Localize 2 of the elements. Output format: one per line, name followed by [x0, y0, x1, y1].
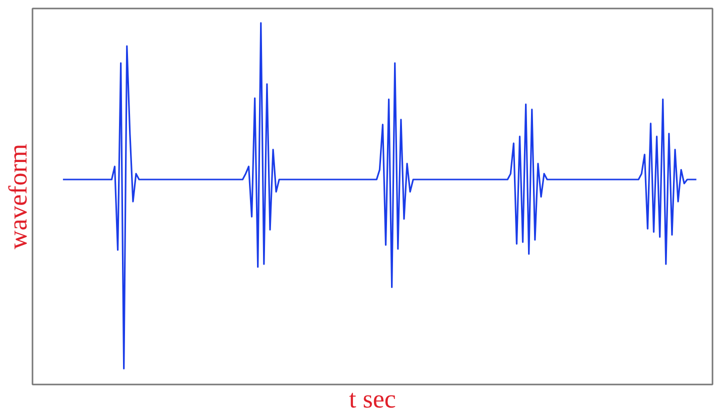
y-axis-title: waveform — [4, 144, 32, 250]
x-axis-title: t sec — [349, 384, 396, 414]
